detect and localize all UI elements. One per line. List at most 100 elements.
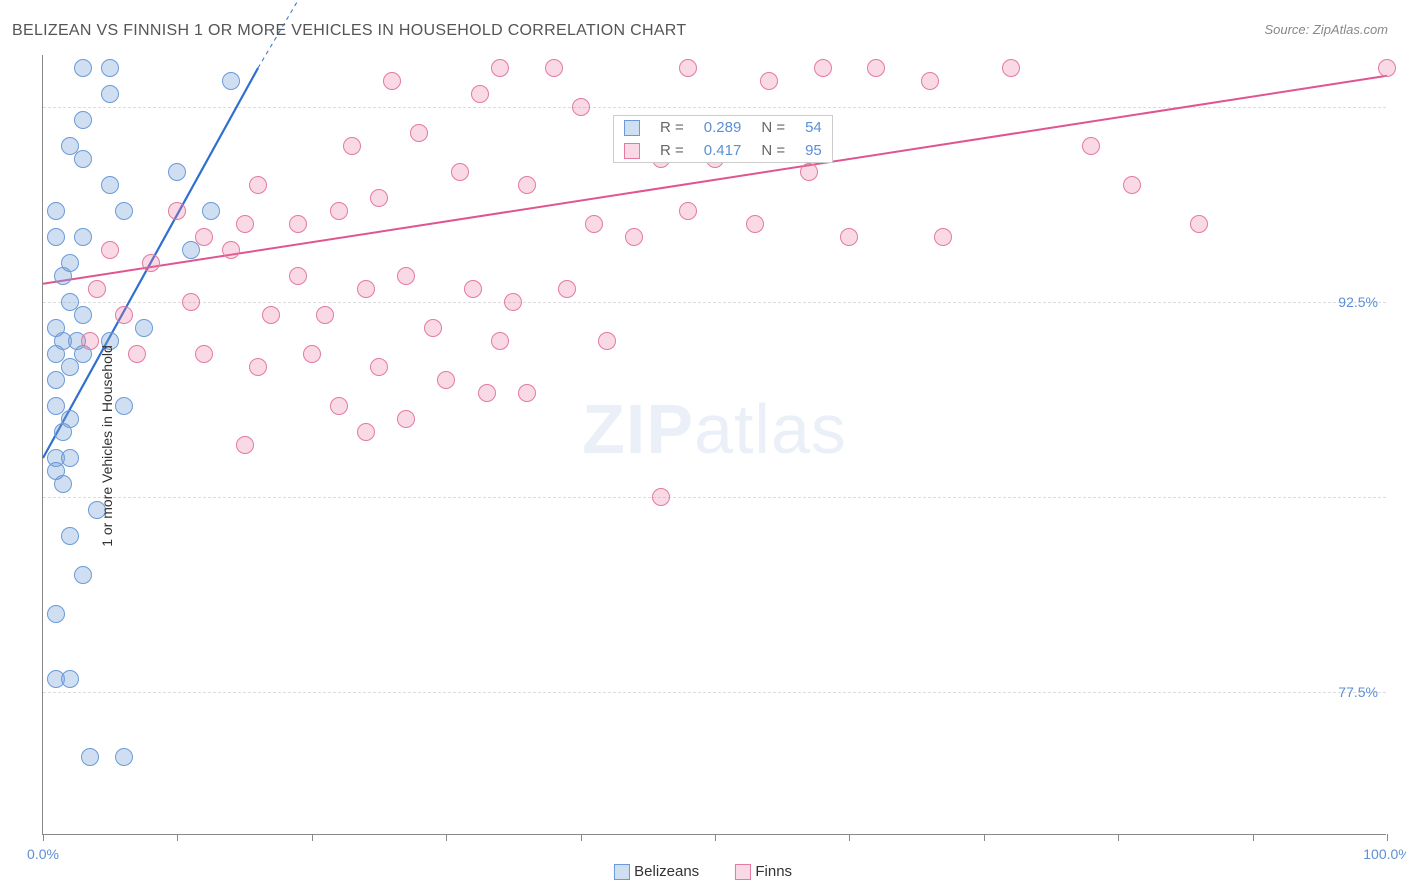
- legend-r-label: R =: [650, 139, 694, 162]
- marker-finns: [652, 488, 670, 506]
- marker-finns: [518, 176, 536, 194]
- marker-finns: [383, 72, 401, 90]
- legend-item: Belizeans: [614, 863, 699, 880]
- x-tick: [1387, 834, 1388, 841]
- x-tick: [715, 834, 716, 841]
- marker-finns: [236, 436, 254, 454]
- chart-container: BELIZEAN VS FINNISH 1 OR MORE VEHICLES I…: [0, 0, 1406, 892]
- marker-belizeans: [135, 319, 153, 337]
- y-axis-label: 1 or more Vehicles in Household: [99, 345, 115, 547]
- marker-belizeans: [74, 228, 92, 246]
- x-tick: [446, 834, 447, 841]
- marker-finns: [182, 293, 200, 311]
- marker-finns: [303, 345, 321, 363]
- marker-finns: [840, 228, 858, 246]
- marker-belizeans: [61, 670, 79, 688]
- marker-finns: [289, 215, 307, 233]
- marker-belizeans: [101, 59, 119, 77]
- marker-belizeans: [222, 72, 240, 90]
- x-tick: [849, 834, 850, 841]
- marker-finns: [598, 332, 616, 350]
- x-tick: [312, 834, 313, 841]
- x-tick: [43, 834, 44, 841]
- marker-belizeans: [74, 111, 92, 129]
- marker-finns: [370, 189, 388, 207]
- x-tick-label: 0.0%: [27, 846, 59, 862]
- legend-stats: R =0.289N =54R =0.417N =95: [613, 115, 833, 163]
- marker-finns: [249, 176, 267, 194]
- marker-finns: [343, 137, 361, 155]
- marker-belizeans: [61, 527, 79, 545]
- marker-belizeans: [182, 241, 200, 259]
- marker-finns: [142, 254, 160, 272]
- marker-belizeans: [168, 163, 186, 181]
- marker-finns: [88, 280, 106, 298]
- marker-finns: [1002, 59, 1020, 77]
- marker-finns: [1123, 176, 1141, 194]
- marker-finns: [397, 267, 415, 285]
- marker-belizeans: [115, 397, 133, 415]
- marker-belizeans: [74, 566, 92, 584]
- marker-finns: [397, 410, 415, 428]
- marker-finns: [1190, 215, 1208, 233]
- marker-finns: [491, 59, 509, 77]
- marker-finns: [746, 215, 764, 233]
- marker-belizeans: [47, 202, 65, 220]
- marker-belizeans: [54, 475, 72, 493]
- marker-finns: [1082, 137, 1100, 155]
- marker-finns: [921, 72, 939, 90]
- legend-swatch: [735, 864, 751, 880]
- marker-belizeans: [115, 202, 133, 220]
- x-tick: [984, 834, 985, 841]
- marker-finns: [316, 306, 334, 324]
- marker-finns: [424, 319, 442, 337]
- marker-belizeans: [74, 306, 92, 324]
- legend-n-value: 54: [795, 116, 832, 139]
- marker-finns: [800, 163, 818, 181]
- marker-finns: [410, 124, 428, 142]
- marker-finns: [195, 345, 213, 363]
- marker-finns: [289, 267, 307, 285]
- marker-belizeans: [47, 228, 65, 246]
- marker-finns: [545, 59, 563, 77]
- marker-finns: [222, 241, 240, 259]
- legend-label: Finns: [755, 863, 792, 880]
- marker-finns: [572, 98, 590, 116]
- marker-finns: [471, 85, 489, 103]
- legend-item: Finns: [735, 863, 792, 880]
- marker-finns: [195, 228, 213, 246]
- marker-belizeans: [61, 358, 79, 376]
- source-attribution: Source: ZipAtlas.com: [1264, 22, 1388, 37]
- marker-finns: [437, 371, 455, 389]
- x-tick: [581, 834, 582, 841]
- marker-finns: [168, 202, 186, 220]
- marker-finns: [262, 306, 280, 324]
- legend-swatch: [614, 864, 630, 880]
- legend-r-label: R =: [650, 116, 694, 139]
- marker-belizeans: [54, 267, 72, 285]
- marker-finns: [625, 228, 643, 246]
- marker-finns: [934, 228, 952, 246]
- marker-belizeans: [101, 176, 119, 194]
- marker-finns: [558, 280, 576, 298]
- marker-finns: [249, 358, 267, 376]
- marker-finns: [357, 423, 375, 441]
- x-tick-label: 100.0%: [1363, 846, 1406, 862]
- marker-belizeans: [101, 85, 119, 103]
- legend-r-value: 0.417: [694, 139, 752, 162]
- trend-line-finns: [43, 76, 1387, 284]
- marker-belizeans: [81, 748, 99, 766]
- marker-finns: [679, 59, 697, 77]
- marker-belizeans: [115, 748, 133, 766]
- legend-r-value: 0.289: [694, 116, 752, 139]
- legend-n-value: 95: [795, 139, 832, 162]
- marker-finns: [491, 332, 509, 350]
- legend-bottom: Belizeans Finns: [596, 863, 810, 880]
- marker-finns: [464, 280, 482, 298]
- marker-finns: [101, 241, 119, 259]
- legend-label: Belizeans: [634, 863, 699, 880]
- legend-swatch: [624, 143, 640, 159]
- marker-finns: [478, 384, 496, 402]
- marker-belizeans: [74, 150, 92, 168]
- marker-finns: [128, 345, 146, 363]
